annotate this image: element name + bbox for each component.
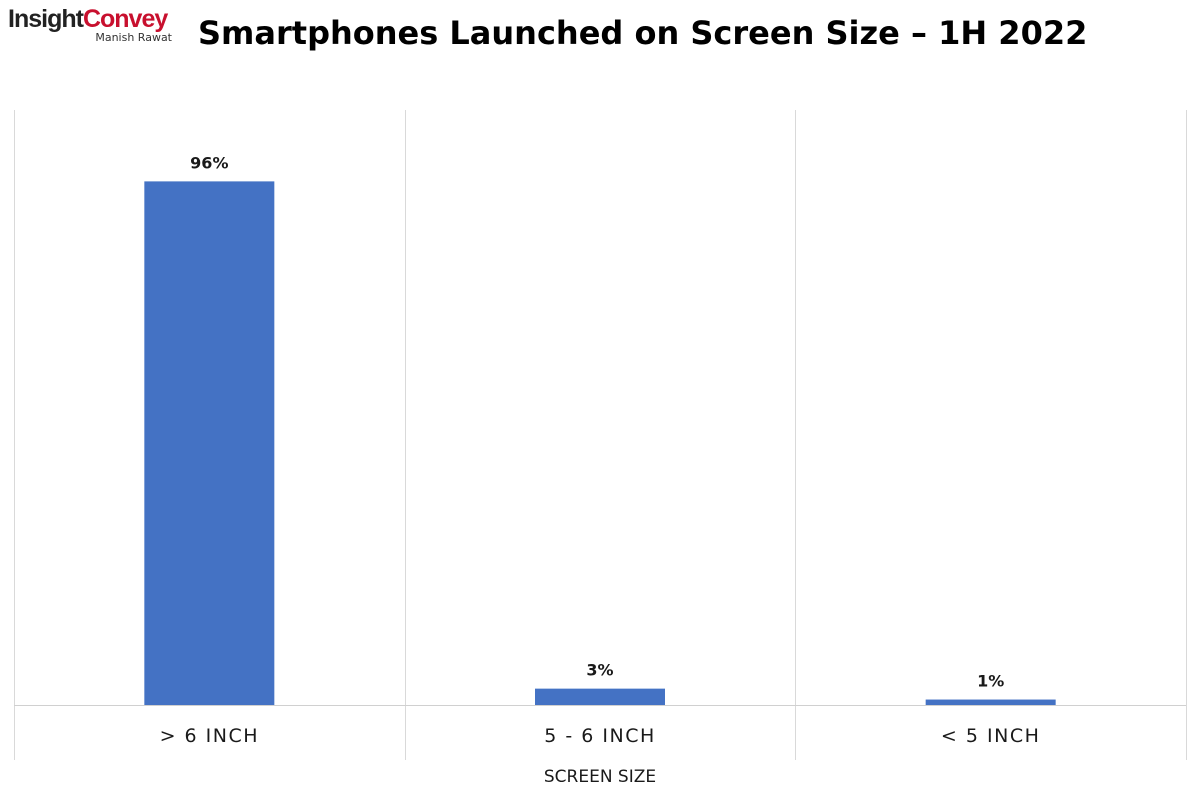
x-tick-label: 5 - 6 INCH (544, 725, 656, 747)
bar (535, 688, 665, 705)
brand-logo: InsightConvey Manish Rawat (8, 4, 178, 44)
x-tick-label: > 6 INCH (160, 725, 259, 747)
logo-insight-text: Insight (8, 5, 84, 33)
logo-author: Manish Rawat (95, 31, 172, 44)
data-label: 1% (977, 672, 1004, 691)
data-label: 96% (190, 153, 228, 172)
logo-wordmark: InsightConvey (8, 4, 178, 34)
bar (925, 699, 1056, 705)
x-axis-title: SCREEN SIZE (544, 767, 656, 787)
x-tick-label: < 5 INCH (941, 725, 1040, 747)
chart-title: Smartphones Launched on Screen Size – 1H… (198, 14, 1088, 52)
bar (144, 181, 275, 705)
data-label: 3% (586, 661, 613, 680)
logo-convey-text: Convey (82, 5, 168, 33)
